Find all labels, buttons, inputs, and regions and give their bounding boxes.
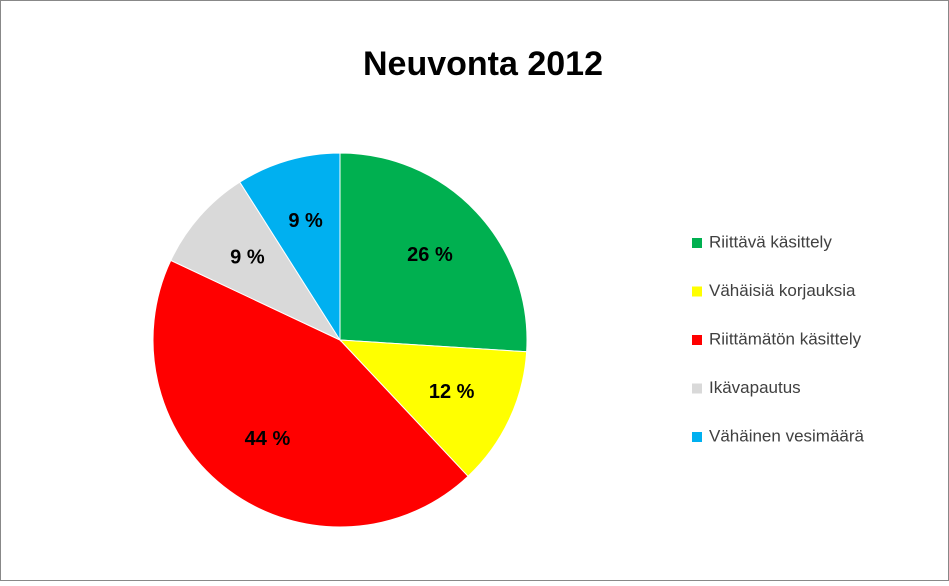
data-label: 44 % [245,428,291,450]
data-label: 26 % [407,244,453,266]
data-label: 12 % [429,381,475,403]
chart-title: Neuvonta 2012 [363,45,603,83]
data-label: 9 % [230,247,265,269]
legend-label: Ikävapautus [709,378,801,397]
legend-swatch [692,383,702,394]
pie-slice [338,339,528,478]
legend-label: Riittävä käsittely [709,232,832,251]
legend-swatch [692,286,702,297]
pie-slice [339,152,528,353]
legend-swatch [692,238,702,248]
data-label: 9 % [288,210,323,232]
legend-swatch [692,335,702,345]
legend-swatch [692,432,702,442]
pie-slice [239,152,341,342]
legend-label: Riittämätön käsittely [709,329,862,348]
pie-slice [152,259,469,528]
legend-label: Vähäinen vesimäärä [709,426,865,445]
legend-label: Vähäisiä korjauksia [709,281,856,300]
pie-slice [170,181,342,342]
